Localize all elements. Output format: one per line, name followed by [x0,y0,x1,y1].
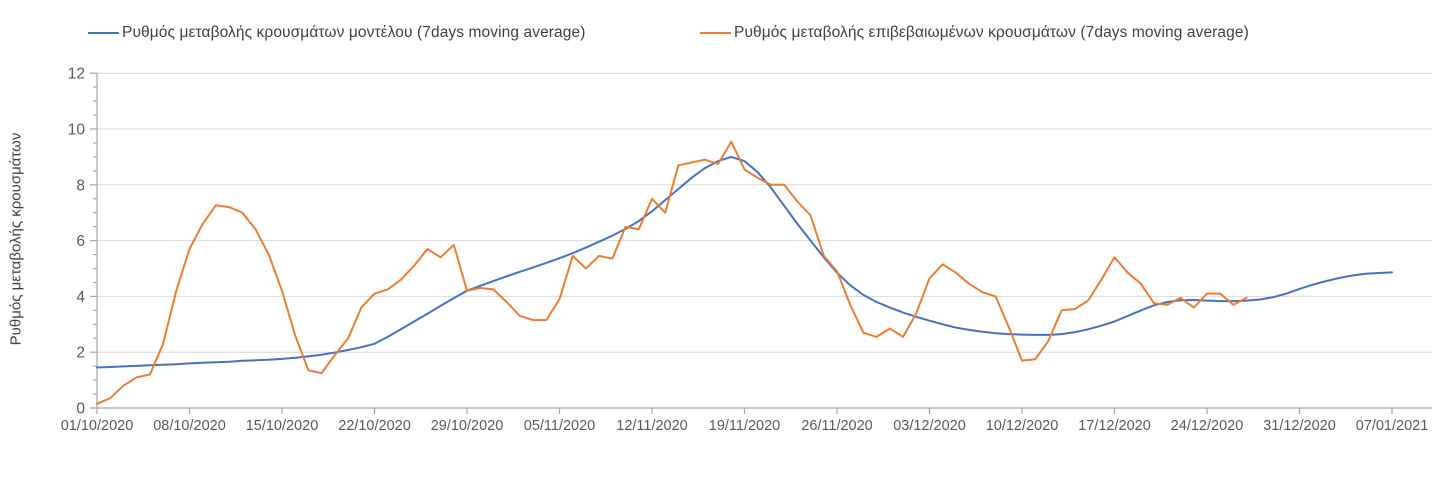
legend-label-model: Ρυθμός μεταβολής κρουσμάτων μοντέλου (7d… [122,24,586,41]
x-tick-label: 15/10/2020 [246,418,319,434]
legend-label-confirmed: Ρυθμός μεταβολής επιβεβαιωμένων κρουσμάτ… [734,24,1249,41]
x-tick-label: 17/12/2020 [1078,418,1151,434]
y-tick-label: 6 [76,233,85,250]
x-tick-label: 03/12/2020 [893,418,966,434]
y-tick-label: 4 [76,289,85,306]
x-tick-label: 31/12/2020 [1263,418,1336,434]
legend-item-confirmed: Ρυθμός μεταβολής επιβεβαιωμένων κρουσμάτ… [700,24,1249,42]
x-tick-label: 08/10/2020 [153,418,226,434]
x-tick-label: 01/10/2020 [61,418,134,434]
y-tick-label: 12 [68,66,85,83]
y-axis-title: Ρυθμός μεταβολής κρουσμάτων [7,132,25,346]
x-tick-label: 07/01/2021 [1356,418,1429,434]
series-line-model [96,155,1393,369]
y-tick-label: 10 [68,122,86,139]
y-tick-label: 2 [76,345,85,362]
x-tick-label: 05/11/2020 [524,418,596,434]
x-tick-label: 22/10/2020 [338,418,411,434]
x-tick-label: 24/12/2020 [1171,418,1244,434]
y-tick-label: 8 [76,177,85,194]
series-line-confirmed [96,140,1248,405]
legend-line-swatch-model [88,32,119,34]
legend-item-model: Ρυθμός μεταβολής κρουσμάτων μοντέλου (7d… [88,24,585,42]
x-tick-label: 29/10/2020 [431,418,504,434]
x-tick-label: 19/11/2020 [709,418,781,434]
legend-line-swatch-confirmed [700,32,731,34]
x-tick-label: 26/11/2020 [801,418,873,434]
y-tick-label: 0 [76,401,85,418]
x-tick-label: 10/12/2020 [986,418,1059,434]
x-tick-label: 12/11/2020 [616,418,688,434]
